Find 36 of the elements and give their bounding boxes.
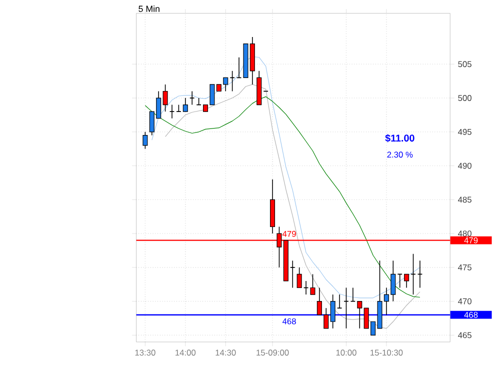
candlestick — [290, 260, 296, 288]
candlestick — [296, 266, 302, 288]
y-tick-label: 490 — [458, 162, 472, 169]
candlestick — [236, 56, 242, 78]
candlestick — [336, 294, 342, 308]
candlestick — [404, 274, 410, 288]
x-tick-label: 13:30 — [135, 350, 156, 356]
y-tick-label: 475 — [458, 264, 472, 270]
y-tick-label: 480 — [458, 230, 472, 236]
y-tick-label: 505 — [458, 61, 472, 68]
y-tick-label: 470 — [458, 298, 472, 304]
y-tick-label: 500 — [458, 94, 472, 101]
ref-line-label: 479 — [282, 230, 296, 237]
x-tick-label: 15-10:30 — [370, 350, 403, 356]
candlestick — [330, 294, 336, 329]
x-tick-label: 14:30 — [216, 350, 236, 356]
candlestick — [189, 90, 195, 106]
y-tick-label: 465 — [458, 332, 472, 338]
y-tick-label: 485 — [458, 196, 472, 203]
text: 479 — [464, 237, 478, 244]
x-tick-label: 15-09:00 — [256, 350, 289, 356]
candlestick — [182, 98, 188, 112]
candlestick — [162, 84, 168, 112]
candlestick — [310, 274, 316, 295]
y-tick-label: 495 — [458, 128, 472, 135]
candlestick — [169, 104, 175, 119]
x-tick-label: 14:00 — [176, 350, 196, 356]
annotation: 2.30 % — [387, 152, 413, 158]
ref-line-label: 468 — [282, 318, 296, 324]
x-tick-label: 10:00 — [336, 350, 356, 356]
chart-title: 5 Min — [138, 5, 160, 12]
annotation: $11.00 — [385, 134, 414, 142]
candlestick — [230, 70, 235, 92]
candlestick — [142, 131, 148, 150]
text: 468 — [464, 312, 478, 318]
candlestick — [357, 300, 362, 329]
